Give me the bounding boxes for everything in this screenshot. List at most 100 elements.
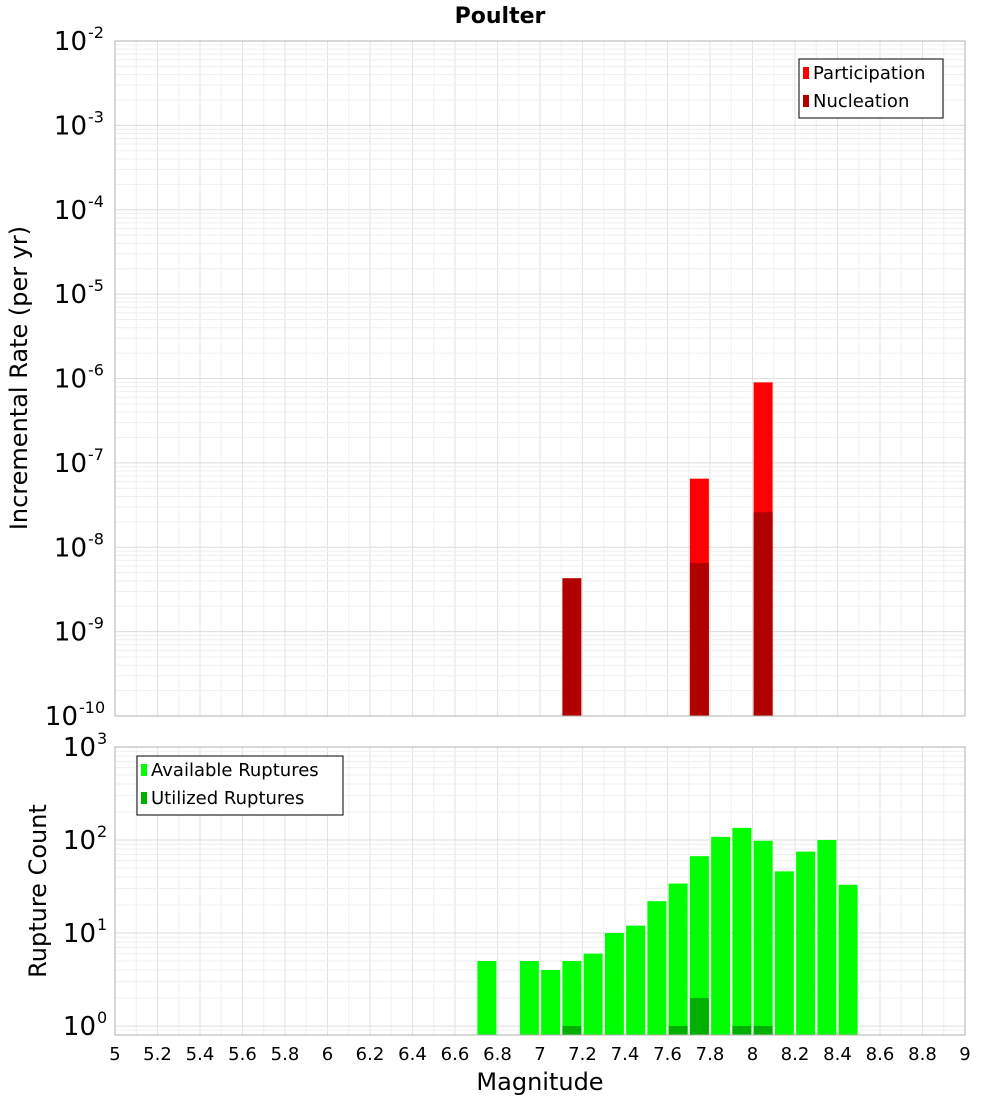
rate-y-tick-base: 10	[54, 280, 87, 310]
rate-y-tick-exp: -10	[79, 698, 105, 717]
rate-y-tick-exp: -2	[88, 23, 104, 42]
count-bar-available-ruptures	[647, 901, 667, 1035]
count-y-tick-base: 10	[63, 919, 96, 949]
x-axis-label: Magnitude	[476, 1068, 603, 1096]
rate-y-tick-exp: -6	[88, 361, 104, 380]
count-y-tick: 10 3	[63, 729, 107, 763]
rate-y-tick: 10 -5	[54, 276, 104, 310]
rate-y-tick: 10 -10	[45, 698, 105, 732]
count-y-tick-base: 10	[63, 826, 96, 856]
count-bars	[477, 827, 858, 1035]
x-tick-label: 6.6	[441, 1044, 470, 1065]
rate-y-tick: 10 -8	[54, 529, 104, 563]
rate-legend-swatch	[803, 95, 809, 107]
rate-bar-nucleation	[689, 563, 709, 716]
x-tick-label: 7.6	[653, 1044, 682, 1065]
rate-bar-nucleation	[562, 578, 582, 716]
count-bar-available-ruptures	[774, 871, 794, 1035]
count-y-tick: 10 2	[63, 822, 107, 856]
rate-grid	[114, 40, 966, 717]
rate-y-tick: 10 -3	[54, 107, 104, 141]
rate-y-tick: 10 -9	[54, 614, 104, 648]
rate-bars	[562, 382, 773, 716]
count-y-tick-base: 10	[63, 1012, 96, 1042]
count-bar-available-ruptures	[753, 840, 773, 1035]
rate-y-axis-label: Incremental Rate (per yr)	[5, 226, 33, 530]
count-bar-available-ruptures	[477, 960, 497, 1035]
rate-y-tick: 10 -4	[54, 192, 104, 226]
count-bar-available-ruptures	[711, 836, 731, 1035]
x-tick-label: 7.4	[611, 1044, 640, 1065]
x-tick-label: 7.2	[568, 1044, 597, 1065]
count-y-axis-label: Rupture Count	[24, 804, 52, 978]
count-bar-utilized-ruptures	[753, 1025, 773, 1035]
rate-panel: 10-210-310-410-510-610-710-810-910-10 Pa…	[45, 23, 966, 732]
x-tick-label: 8.6	[866, 1044, 895, 1065]
rate-y-tick-base: 10	[54, 365, 87, 395]
count-legend-swatch	[141, 792, 147, 804]
x-tick-label: 5.6	[228, 1044, 257, 1065]
x-tick-label: 6.8	[483, 1044, 512, 1065]
rate-y-tick: 10 -6	[54, 361, 104, 395]
count-y-tick-exp: 1	[97, 915, 107, 934]
count-legend-label: Utilized Ruptures	[151, 788, 304, 809]
x-tick-label: 6.2	[356, 1044, 385, 1065]
count-bar-available-ruptures	[732, 827, 752, 1035]
x-tick-label: 6.4	[398, 1044, 427, 1065]
count-bar-available-ruptures	[796, 851, 816, 1035]
x-tick-label: 7	[534, 1044, 545, 1065]
count-bar-utilized-ruptures	[689, 997, 709, 1035]
count-y-tick-base: 10	[63, 733, 96, 763]
count-y-tick: 10 1	[63, 915, 107, 949]
count-bar-available-ruptures	[604, 932, 624, 1035]
count-legend: Available Ruptures Utilized Ruptures	[136, 755, 344, 816]
chart-title: Poulter	[455, 4, 546, 29]
count-x-ticks: 5 5.2 5.4 5.6 5.8 6 6.2 6.4 6.6 6.8 7 7.2 7.4 7.6 7.8 8…	[109, 1044, 970, 1065]
x-tick-label: 6	[322, 1044, 333, 1065]
rate-y-tick: 10 -7	[54, 445, 104, 479]
x-tick-label: 8.8	[908, 1044, 937, 1065]
rate-y-tick: 10 -2	[54, 23, 104, 57]
count-bar-available-ruptures	[626, 925, 646, 1035]
x-tick-label: 5	[109, 1044, 120, 1065]
count-legend-swatch	[141, 764, 147, 776]
count-y-tick-exp: 3	[97, 729, 107, 748]
count-bar-available-ruptures	[668, 883, 688, 1035]
rate-bar-nucleation	[753, 512, 773, 716]
rate-y-tick-base: 10	[54, 618, 87, 648]
count-y-tick-exp: 2	[97, 822, 107, 841]
count-y-tick-exp: 0	[97, 1008, 107, 1027]
rate-y-tick-exp: -4	[88, 192, 104, 211]
count-legend-label: Available Ruptures	[151, 760, 319, 781]
count-bar-available-ruptures	[817, 839, 837, 1035]
count-bar-available-ruptures	[519, 960, 539, 1035]
rate-y-tick-exp: -7	[88, 445, 104, 464]
rate-plot-border	[114, 40, 966, 717]
rate-legend-label: Participation	[813, 63, 925, 84]
x-tick-label: 8.4	[823, 1044, 852, 1065]
rate-y-ticks: 10-210-310-410-510-610-710-810-910-10	[45, 23, 105, 732]
x-tick-label: 8	[747, 1044, 758, 1065]
count-plot-border	[114, 746, 966, 1036]
rate-legend: Participation Nucleation	[798, 58, 944, 119]
x-tick-label: 7.8	[696, 1044, 725, 1065]
rate-y-tick-exp: -8	[88, 529, 104, 548]
count-y-tick: 10 0	[63, 1008, 107, 1042]
x-tick-label: 8.2	[781, 1044, 810, 1065]
rate-legend-label: Nucleation	[813, 91, 909, 112]
count-bar-available-ruptures	[689, 856, 709, 1035]
rate-y-tick-base: 10	[54, 111, 87, 141]
rate-legend-box	[798, 58, 944, 119]
x-tick-label: 5.4	[186, 1044, 215, 1065]
rate-y-tick-exp: -5	[88, 276, 104, 295]
count-bar-utilized-ruptures	[668, 1025, 688, 1035]
count-legend-box	[136, 755, 344, 816]
count-bar-available-ruptures	[541, 969, 561, 1035]
x-tick-label: 5.2	[143, 1044, 172, 1065]
rate-y-tick-base: 10	[45, 702, 78, 732]
rate-y-tick-base: 10	[54, 449, 87, 479]
x-tick-label: 9	[959, 1044, 970, 1065]
